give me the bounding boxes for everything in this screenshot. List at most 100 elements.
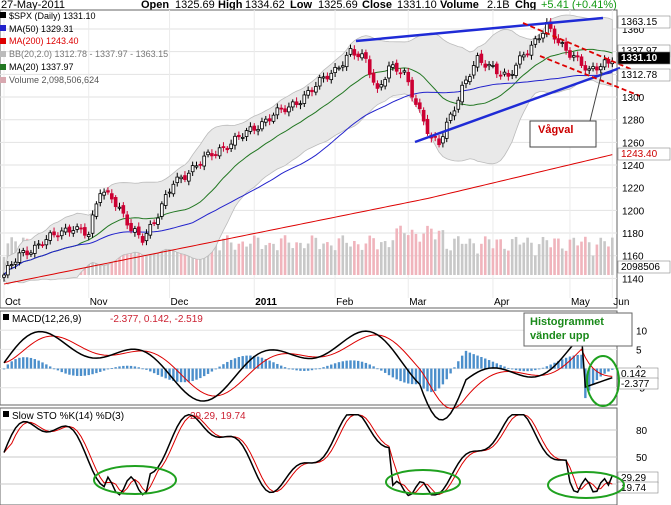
wedge-upper-line	[522, 22, 641, 74]
volume-bar	[322, 243, 325, 275]
candle-body	[248, 126, 253, 132]
vagval-label: Vågval	[538, 124, 573, 136]
candle-body	[75, 226, 79, 230]
volume-bar	[460, 243, 464, 275]
candle-body	[337, 67, 341, 70]
volume-bar	[522, 242, 526, 275]
macd-histogram-bar	[203, 368, 206, 377]
macd-histogram-bar	[453, 367, 456, 369]
price-value-box	[617, 68, 671, 82]
candle-body	[471, 65, 476, 76]
candle-body	[387, 65, 391, 79]
volume-bar	[503, 248, 506, 275]
volume-bar	[241, 241, 244, 275]
macd-histogram-bar	[206, 368, 210, 374]
price-value-box	[617, 51, 671, 65]
candle-body	[21, 250, 26, 253]
macd-histogram-bar	[60, 368, 63, 373]
macd-histogram-bar	[603, 368, 606, 374]
month-label: Mar	[409, 297, 427, 308]
price-value-label: 1363.15	[621, 17, 658, 28]
macd-histogram-bar	[95, 368, 98, 374]
legend-spx: $SPX (Daily) 1331.10	[9, 11, 96, 21]
macd-histogram-bar	[6, 364, 10, 369]
sto-value-box	[617, 481, 659, 494]
macd-histogram-bar	[191, 368, 194, 381]
macd-histogram-bar	[172, 368, 175, 381]
macd-histogram-bar	[156, 368, 160, 375]
legend-ma50: MA(50) 1329.31	[9, 24, 74, 34]
candle-body	[402, 70, 407, 73]
candle-body	[256, 129, 260, 132]
candle-body	[414, 98, 418, 105]
candle-body	[252, 125, 257, 131]
macd-histogram-bar	[68, 368, 71, 375]
macd-histogram-bar	[110, 368, 113, 369]
macd-histogram-bar	[599, 368, 602, 377]
macd-histogram-bar	[495, 363, 498, 369]
macd-histogram-bar	[434, 368, 437, 392]
volume-bar	[537, 244, 541, 275]
macd-histogram-bar	[72, 368, 75, 376]
volume-bar	[545, 240, 549, 275]
price-tick-label: 1300	[622, 93, 645, 104]
candle-body	[302, 94, 307, 104]
macd-histogram-bar	[322, 367, 325, 369]
candle-body	[441, 136, 445, 144]
sto-oval-1	[93, 465, 177, 495]
volume-bar	[534, 255, 537, 275]
volume-bar	[553, 238, 556, 275]
candle-body	[217, 147, 222, 157]
candle-body	[33, 244, 37, 254]
macd-histogram-bar	[449, 368, 452, 374]
candle-body	[479, 53, 484, 63]
macd-histogram-bar	[29, 357, 33, 369]
candle-body	[156, 217, 160, 225]
volume-bar	[233, 249, 237, 275]
macd-histogram-bar	[591, 368, 595, 385]
macd-histogram-bar	[549, 364, 552, 369]
macd-histogram-bar	[391, 368, 395, 378]
volume-bar	[530, 242, 533, 275]
volume-bar	[476, 253, 479, 275]
candle-body	[398, 72, 403, 75]
month-label: Nov	[90, 297, 108, 308]
volume-bar	[276, 250, 279, 275]
macd-histogram-bar	[52, 368, 56, 370]
volume-bar	[160, 249, 164, 275]
volume-bar	[133, 244, 137, 275]
candle-body	[83, 227, 87, 236]
legend-swatch-ma200	[0, 38, 6, 44]
macd-histogram-bar	[22, 357, 25, 369]
candle-body	[206, 151, 210, 156]
macd-histogram-bar	[468, 352, 472, 369]
volume-bar	[491, 248, 495, 275]
macd-histogram-bar	[341, 361, 344, 369]
candle-body	[90, 214, 95, 234]
macd-histogram-bar	[310, 368, 314, 371]
candle-body	[564, 41, 568, 51]
candle-body	[417, 102, 422, 110]
candle-body	[325, 75, 330, 80]
price-tick-label: 1140	[622, 274, 644, 285]
volume-bar	[337, 238, 341, 275]
macd-histogram-bar	[534, 368, 537, 371]
volume-bar	[341, 235, 345, 275]
volume-bar	[168, 235, 171, 275]
legend-swatch-volume	[0, 77, 6, 83]
macd-histogram-bar	[149, 368, 152, 372]
macd-histogram-bar	[357, 360, 360, 369]
macd-histogram-bar	[291, 368, 294, 370]
candle-body	[48, 232, 52, 241]
trend-lines	[355, 16, 641, 144]
macd-histogram-bar	[345, 360, 348, 369]
candle-body	[348, 48, 353, 55]
macd-histogram-bar	[476, 355, 479, 369]
price-tick-label: 1240	[622, 161, 645, 172]
candle-body	[121, 205, 126, 214]
price-tick-label: 1260	[622, 138, 645, 149]
volume-bar	[345, 242, 348, 275]
macd-histogram-bar	[25, 357, 29, 369]
macd-histogram-bar	[457, 361, 460, 369]
